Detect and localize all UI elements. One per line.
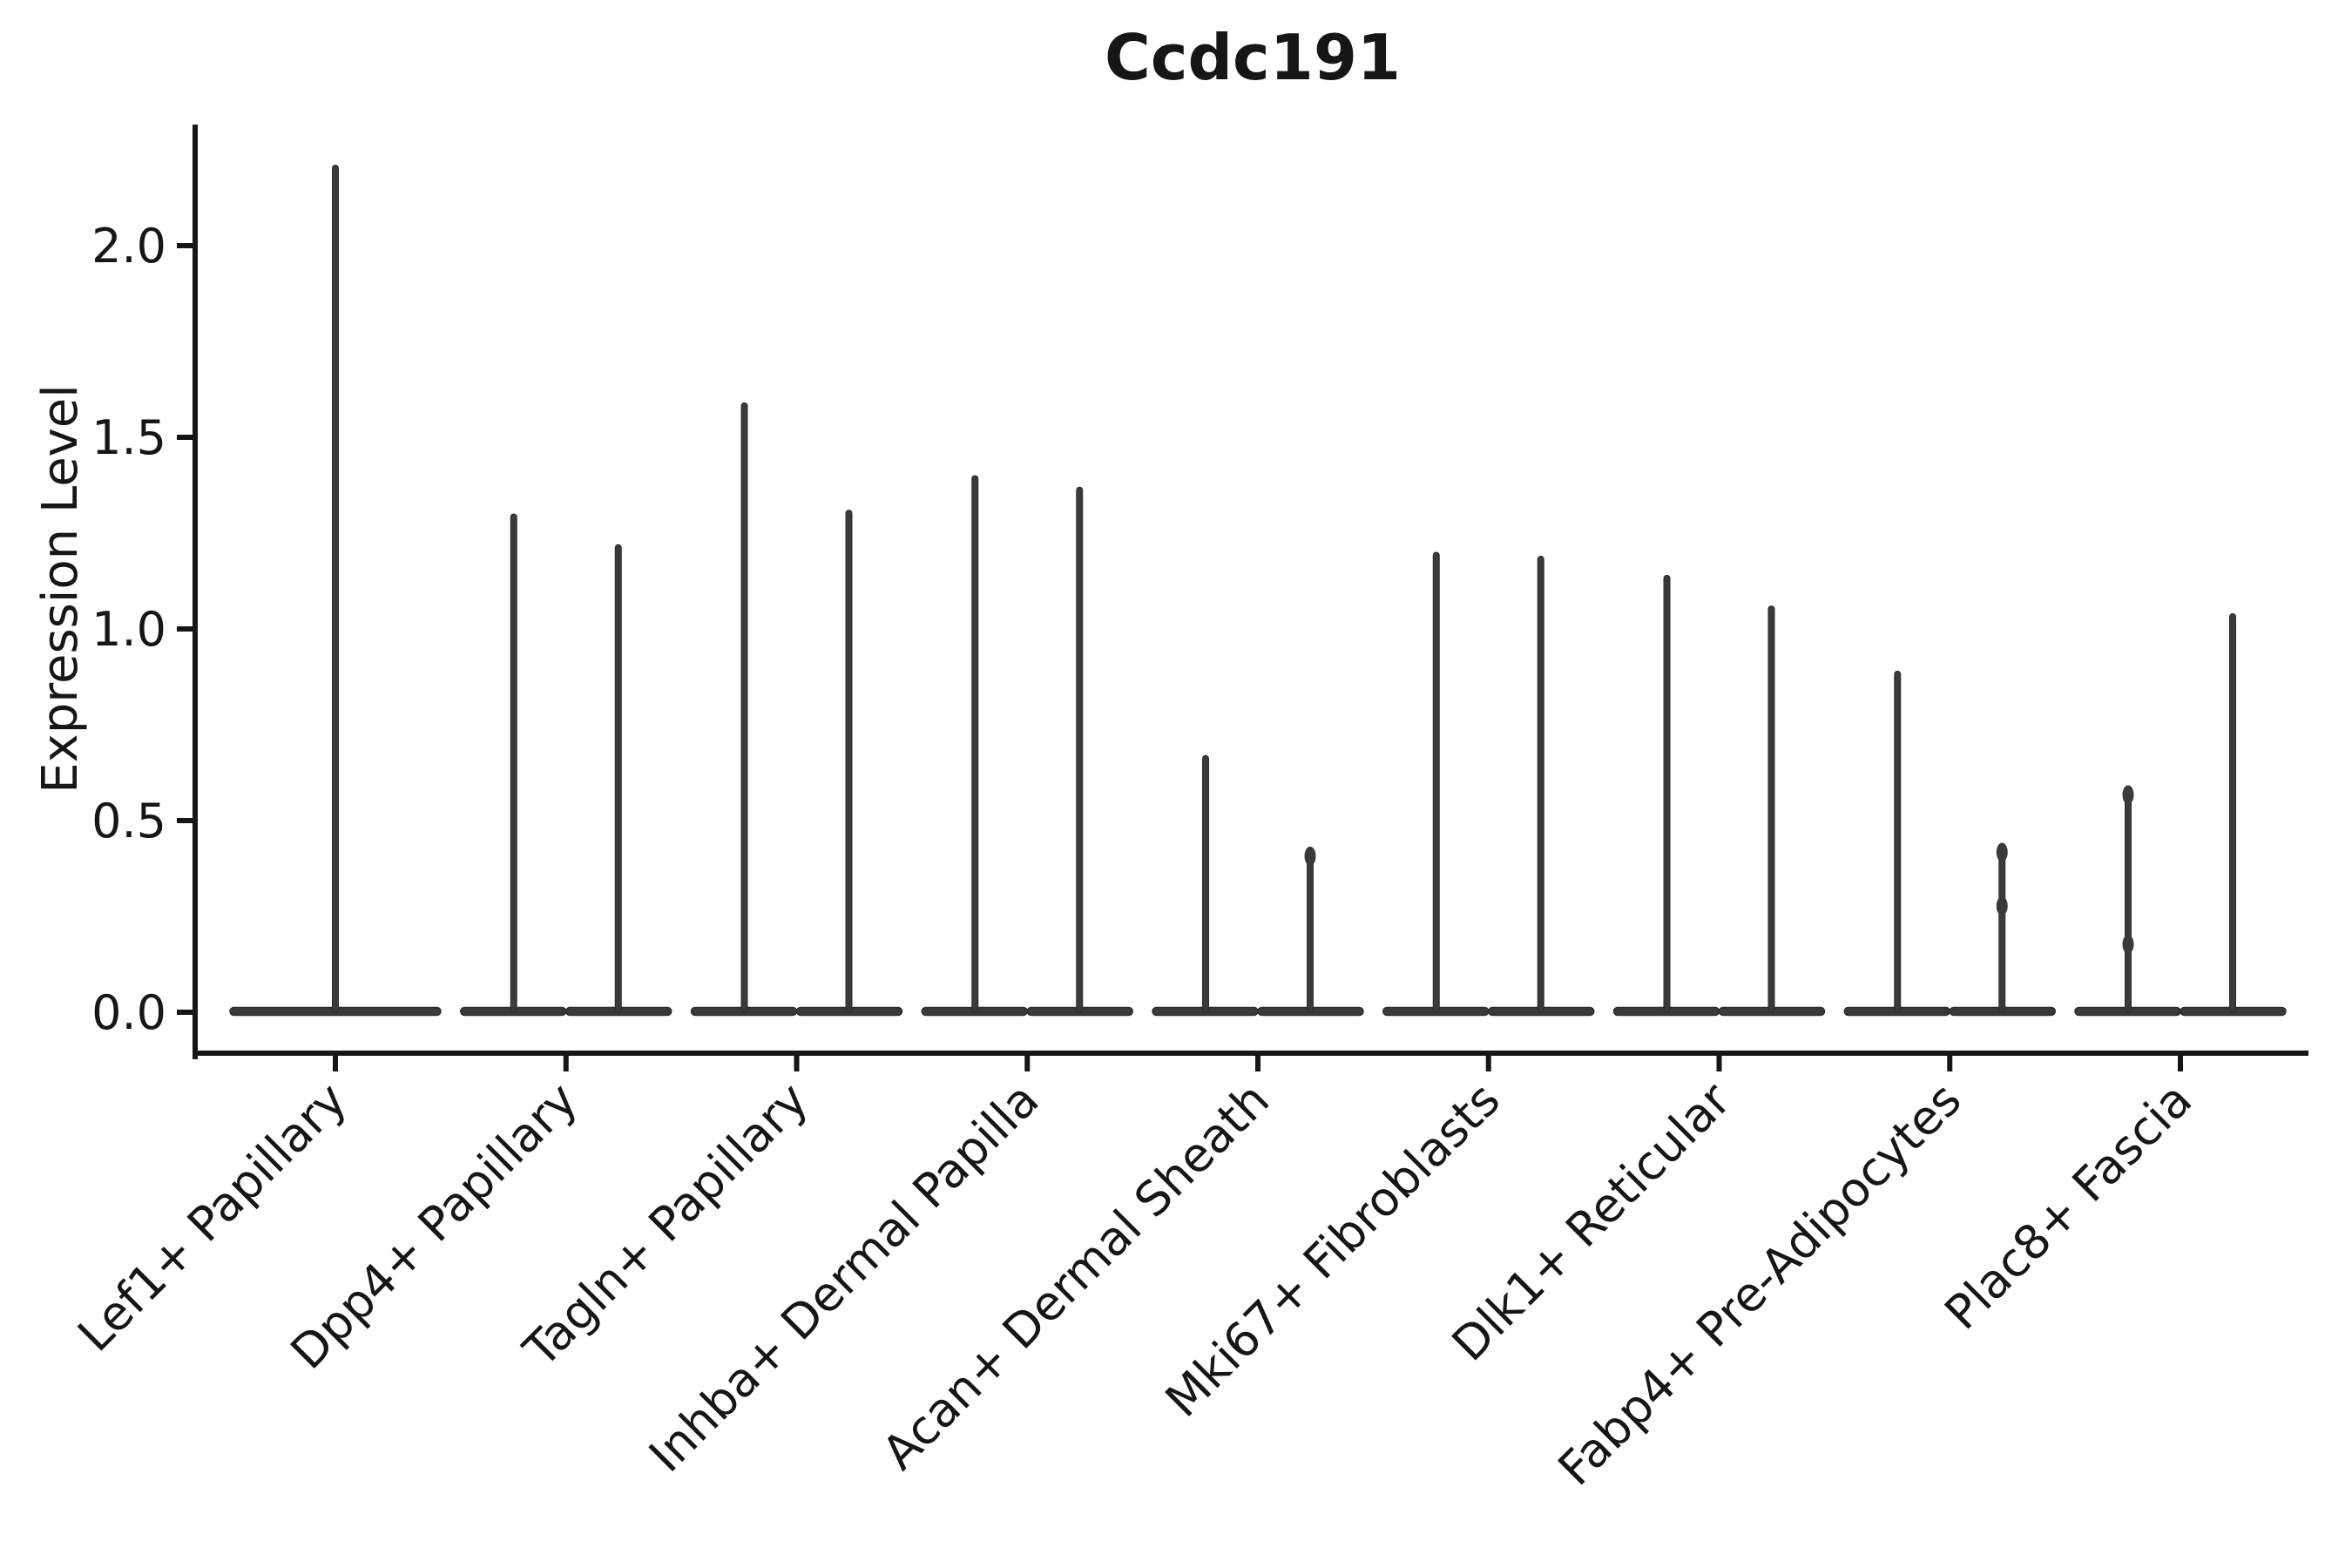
- violin-tail: [1076, 486, 1084, 1013]
- violin-tail: [740, 402, 748, 1013]
- x-axis-spine: [193, 1051, 2308, 1056]
- x-tick-label: Plac8+ Fascia: [1934, 1072, 2202, 1341]
- y-tick-mark: [177, 1010, 193, 1015]
- violin-tail: [845, 510, 853, 1013]
- x-tick-mark: [1255, 1056, 1260, 1071]
- x-tick-mark: [2178, 1056, 2183, 1071]
- x-tick-mark: [1024, 1056, 1031, 1071]
- violin-tail: [1998, 842, 2006, 1013]
- y-axis-spine: [193, 125, 198, 1059]
- violin-tail: [2125, 785, 2132, 1013]
- violin-tail: [510, 513, 517, 1013]
- x-tick-mark: [333, 1056, 338, 1071]
- y-tick-label: 2.0: [91, 219, 166, 274]
- violin-tail: [2229, 612, 2236, 1013]
- violin-tail: [1537, 555, 1544, 1013]
- y-tick-label: 1.5: [91, 410, 166, 465]
- y-tick-label: 1.0: [91, 602, 166, 657]
- x-tick-mark: [794, 1056, 800, 1071]
- x-tick-label: Fabp4+ Pre-Adipocytes: [1548, 1072, 1972, 1497]
- x-tick-label: Inhba+ Dermal Papilla: [639, 1072, 1049, 1483]
- violin-tail: [1663, 574, 1671, 1013]
- violin-tail: [1767, 605, 1775, 1013]
- violin-tail: [1894, 670, 1902, 1013]
- y-tick-mark: [177, 818, 193, 823]
- x-tick-label: Acan+ Dermal Sheath: [872, 1072, 1280, 1480]
- x-tick-mark: [563, 1056, 569, 1071]
- y-tick-mark: [177, 243, 193, 248]
- violin-tail: [1307, 847, 1314, 1013]
- y-tick-label: 0.0: [91, 985, 166, 1040]
- x-tick-mark: [1716, 1056, 1722, 1071]
- y-tick-mark: [177, 626, 193, 632]
- violin-tail: [332, 165, 339, 1013]
- y-tick-label: 0.5: [91, 794, 166, 848]
- chart-title: Ccdc191: [1104, 21, 1402, 94]
- violin-tail: [971, 475, 979, 1013]
- violin-bulge: [1304, 846, 1316, 866]
- violin-bulge: [2122, 785, 2134, 805]
- x-tick-mark: [1485, 1056, 1491, 1071]
- violin-bulge: [2122, 935, 2134, 954]
- violin-tail: [614, 544, 622, 1013]
- y-tick-mark: [177, 435, 193, 440]
- violin-tail: [1432, 551, 1440, 1013]
- violin-bulge: [1996, 896, 2008, 916]
- x-tick-mark: [1947, 1056, 1953, 1071]
- violin-tail: [1202, 754, 1209, 1013]
- violin-bulge: [1996, 842, 2008, 862]
